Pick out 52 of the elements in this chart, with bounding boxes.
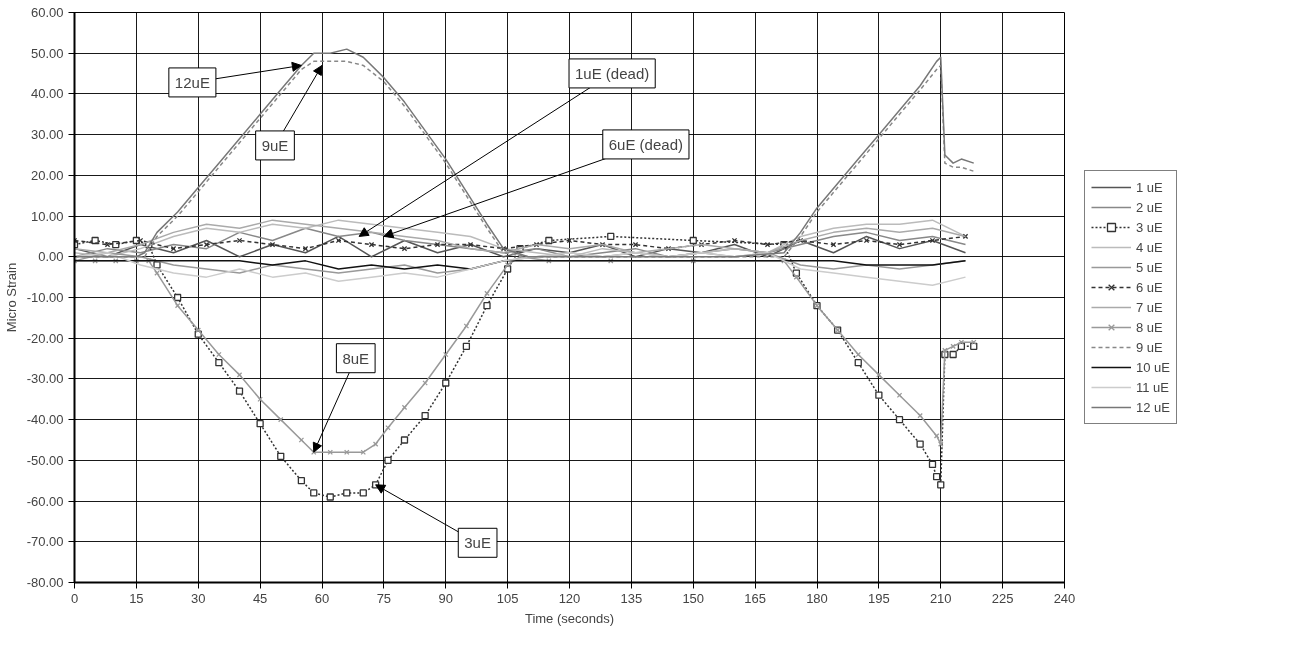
x-tick-label: 225 <box>991 590 1014 606</box>
annotation: 3uE <box>464 534 491 552</box>
y-tick-label: 30.00 <box>30 127 64 143</box>
x-tick-label: 135 <box>620 590 643 606</box>
x-tick-label: 150 <box>682 590 705 606</box>
legend-label: 12 uE <box>1136 399 1170 415</box>
y-tick-label: -40.00 <box>26 412 64 428</box>
x-tick-label: 90 <box>438 590 453 606</box>
y-tick-label: -30.00 <box>26 371 64 387</box>
y-tick-label: -50.00 <box>26 452 64 468</box>
y-axis-title: Micro Strain <box>3 262 19 333</box>
x-tick-label: 105 <box>496 590 519 606</box>
legend-label: 1 uE <box>1136 179 1163 195</box>
x-tick-label: 60 <box>314 590 330 606</box>
legend-label: 4 uE <box>1136 239 1163 255</box>
y-tick-label: -10.00 <box>26 290 64 305</box>
x-tick-label: 75 <box>376 590 392 606</box>
x-tick-label: 165 <box>744 590 766 606</box>
y-tick-label: -20.00 <box>26 330 64 346</box>
legend-label: 9 uE <box>1136 339 1163 355</box>
legend-label: 2 uE <box>1136 199 1163 215</box>
legend-label: 7 uE <box>1136 299 1163 315</box>
annotation: 8uE <box>342 349 370 367</box>
y-tick-label: -70.00 <box>26 534 64 550</box>
y-tick-label: 40.00 <box>30 86 64 102</box>
annotation: 1uE (dead) <box>575 64 650 82</box>
y-tick-label: 60.00 <box>30 5 64 20</box>
legend-label: 8 uE <box>1136 319 1163 335</box>
x-tick-label: 210 <box>929 590 952 606</box>
annotation: 12uE <box>174 73 210 91</box>
y-tick-label: 0.00 <box>38 249 64 265</box>
y-tick-label: -60.00 <box>26 493 64 509</box>
legend-label: 6 uE <box>1136 279 1163 295</box>
y-tick-label: -80.00 <box>26 575 64 590</box>
legend-label: 5 uE <box>1136 259 1163 275</box>
x-tick-label: 15 <box>129 590 144 606</box>
annotation: 6uE (dead) <box>608 135 683 153</box>
legend-label: 10 uE <box>1136 359 1170 375</box>
x-tick-label: 120 <box>558 590 581 606</box>
legend-label: 11 uE <box>1136 379 1170 395</box>
x-axis-title: Time (seconds) <box>524 610 615 626</box>
x-tick-label: 30 <box>191 590 206 606</box>
legend-label: 3 uE <box>1136 219 1163 235</box>
x-tick-label: 45 <box>252 590 268 606</box>
y-tick-label: 50.00 <box>30 45 64 61</box>
x-tick-label: 195 <box>868 590 890 606</box>
x-tick-label: 240 <box>1053 590 1076 606</box>
x-tick-label: 180 <box>806 590 828 606</box>
y-tick-label: 10.00 <box>30 208 64 224</box>
y-tick-label: 20.00 <box>30 167 64 183</box>
x-tick-label: 0 <box>70 590 79 606</box>
annotation: 9uE <box>261 136 289 154</box>
